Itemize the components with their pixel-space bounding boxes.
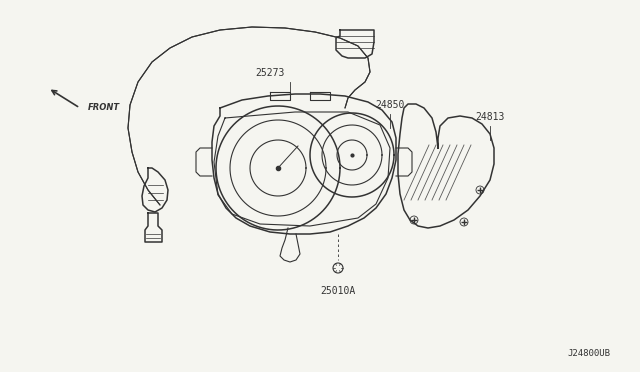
Text: 24850: 24850 xyxy=(375,100,404,110)
Text: 25010A: 25010A xyxy=(321,286,356,296)
Text: J24800UB: J24800UB xyxy=(567,349,610,358)
Text: FRONT: FRONT xyxy=(88,103,120,112)
Text: 25273: 25273 xyxy=(255,68,285,78)
Text: 24813: 24813 xyxy=(476,112,505,122)
